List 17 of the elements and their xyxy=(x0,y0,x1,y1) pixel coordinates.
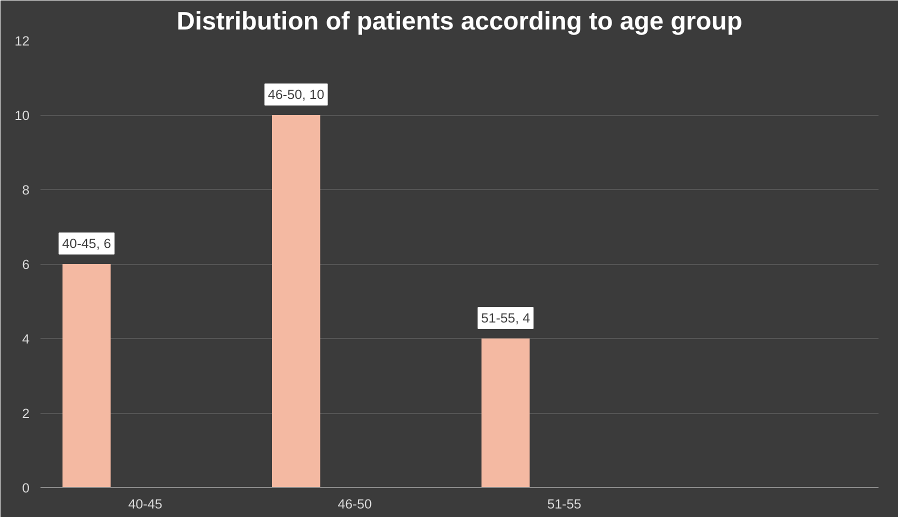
x-tick-label: 51-55 xyxy=(547,496,582,512)
y-tick-label: 6 xyxy=(22,257,30,272)
y-tick-label: 4 xyxy=(22,332,30,346)
bar xyxy=(272,115,320,488)
data-label: 51-55, 4 xyxy=(481,310,531,326)
y-tick-label: 2 xyxy=(22,406,30,421)
y-tick-label: 12 xyxy=(14,34,30,48)
x-tick-label: 40-45 xyxy=(128,496,162,512)
bar xyxy=(62,264,111,488)
data-label: 46-50, 10 xyxy=(268,87,324,102)
y-tick-label: 10 xyxy=(14,108,30,123)
x-tick-label: 46-50 xyxy=(338,496,372,512)
data-label: 40-45, 6 xyxy=(62,236,112,251)
y-tick-label: 0 xyxy=(22,480,30,496)
y-tick-label: 8 xyxy=(22,182,30,198)
chart-title: Distribution of patients according to age group xyxy=(176,8,742,36)
bar xyxy=(481,338,530,488)
